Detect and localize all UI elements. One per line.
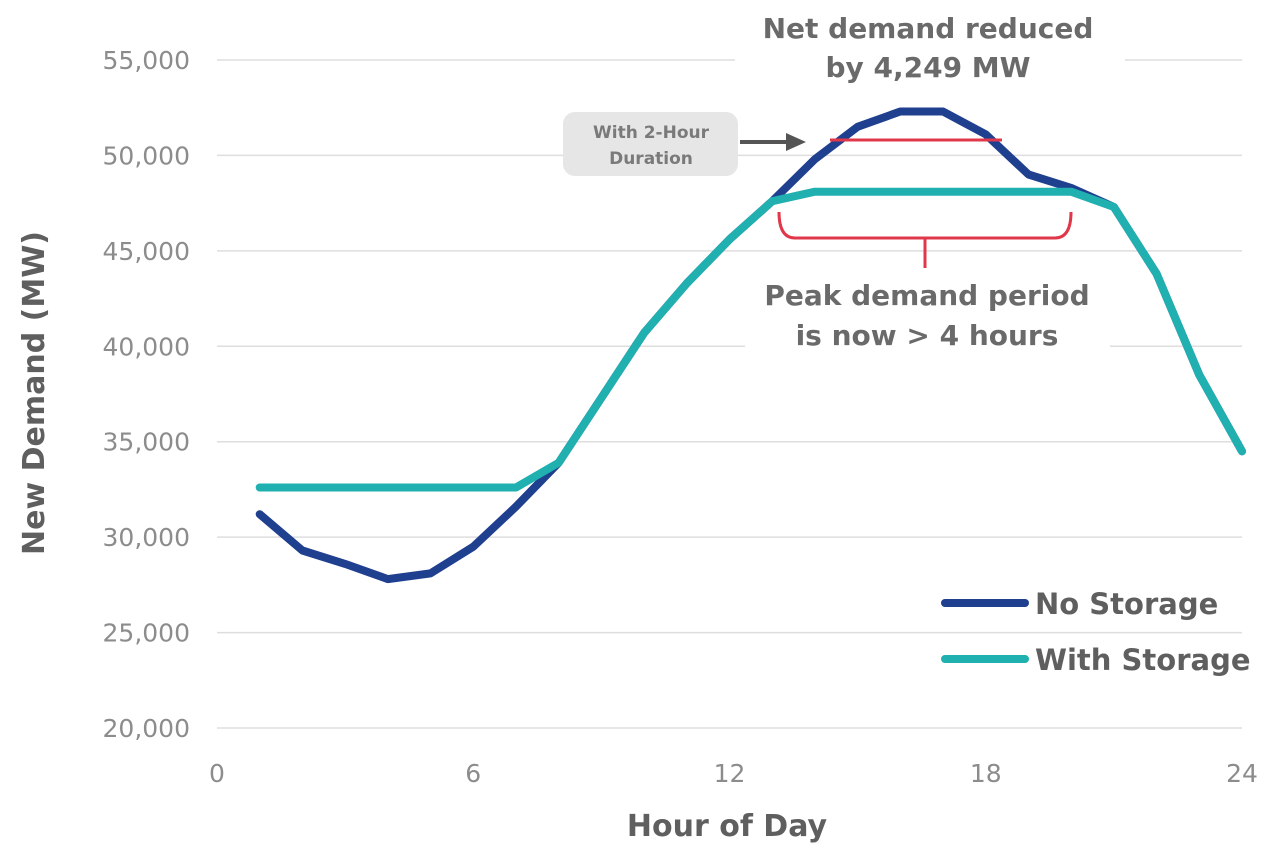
- y-axis-title: New Demand (MW): [17, 231, 52, 555]
- peak-period-bracket: [777, 211, 1073, 268]
- x-tick-label: 18: [970, 759, 1002, 788]
- y-tick-label: 35,000: [103, 428, 190, 457]
- peak-period-label-line1: Peak demand period: [764, 279, 1089, 312]
- net-demand-label-line1: Net demand reduced: [763, 12, 1094, 45]
- grid-lines: [217, 59, 1242, 729]
- series-lines: [255, 107, 1246, 584]
- y-axis-ticks: 20,000 25,000 30,000 35,000 40,000 45,000 50,0…: [103, 46, 190, 743]
- x-axis-ticks: 0 6 12 18 24: [209, 759, 1258, 788]
- legend-label-no-storage: No Storage: [1035, 587, 1218, 621]
- y-tick-label: 25,000: [103, 619, 190, 648]
- series-line-with-storage: [255, 187, 1246, 492]
- x-tick-label: 6: [465, 759, 481, 788]
- y-tick-label: 45,000: [103, 237, 190, 266]
- y-tick-label: 50,000: [103, 141, 190, 170]
- y-tick-label: 20,000: [103, 714, 190, 743]
- net-demand-label-line2: by 4,249 MW: [825, 51, 1030, 84]
- y-tick-label: 55,000: [103, 46, 190, 75]
- x-axis-title: Hour of Day: [627, 809, 828, 844]
- duration-box-line1: With 2-Hour: [593, 123, 710, 143]
- x-tick-label: 0: [209, 759, 225, 788]
- peak-period-label-line2: is now > 4 hours: [796, 319, 1059, 352]
- legend-label-with-storage: With Storage: [1035, 643, 1251, 677]
- legend: No Storage With Storage: [941, 587, 1251, 677]
- duration-box-line2: Duration: [609, 149, 693, 169]
- y-tick-label: 30,000: [103, 523, 190, 552]
- x-tick-label: 12: [714, 759, 746, 788]
- x-tick-label: 24: [1226, 759, 1258, 788]
- y-tick-label: 40,000: [103, 332, 190, 361]
- peak-period-label-bg: [745, 275, 1110, 360]
- duration-arrow: [740, 133, 806, 151]
- duration-box: [563, 112, 738, 176]
- net-demand-label-bg: [735, 4, 1125, 88]
